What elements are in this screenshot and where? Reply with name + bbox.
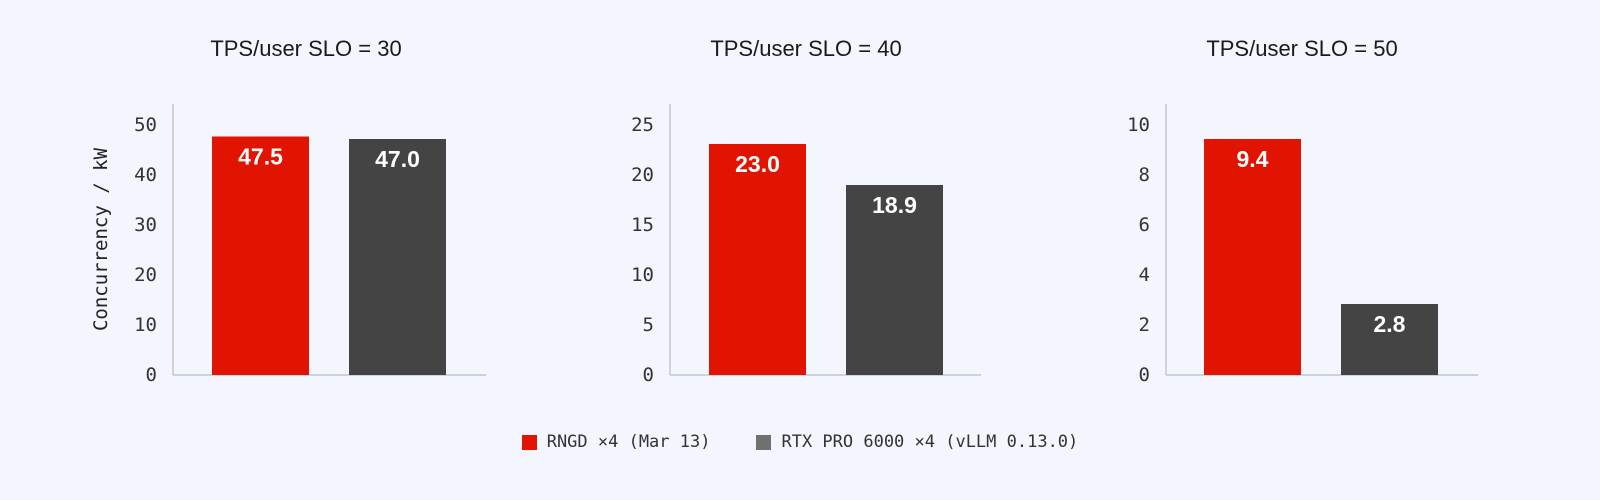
y-tick-label: 6 — [1139, 214, 1150, 236]
bar — [212, 136, 309, 375]
bar — [709, 144, 806, 375]
y-tick-label: 0 — [146, 364, 157, 386]
y-tick-label: 10 — [1127, 114, 1150, 136]
y-tick-label: 0 — [643, 364, 654, 386]
bar-value-label: 18.9 — [872, 192, 917, 218]
bar-value-label: 23.0 — [735, 151, 780, 177]
y-tick-label: 10 — [134, 314, 157, 336]
bar — [1341, 304, 1438, 375]
bar — [349, 139, 446, 375]
bar-value-label: 47.0 — [375, 146, 420, 172]
bar-value-label: 47.5 — [238, 144, 283, 170]
legend-label-rtx-pro: RTX PRO 6000 ×4 (vLLM 0.13.0) — [781, 432, 1079, 452]
y-tick-label: 20 — [134, 264, 157, 286]
y-tick-label: 4 — [1139, 264, 1150, 286]
bar-chart-panels: TPS/user SLO = 3001020304050Concurrency … — [90, 36, 1478, 386]
y-tick-label: 20 — [631, 164, 654, 186]
y-tick-label: 25 — [631, 114, 654, 136]
panel-title-1: TPS/user SLO = 30 — [210, 36, 401, 61]
y-tick-label: 5 — [643, 314, 654, 336]
legend-swatch-rtx-pro — [756, 434, 772, 450]
y-tick-label: 15 — [631, 214, 654, 236]
y-tick-label: 0 — [1139, 364, 1150, 386]
y-tick-label: 8 — [1139, 164, 1150, 186]
y-tick-label: 2 — [1139, 314, 1150, 336]
bar-value-label: 2.8 — [1374, 311, 1406, 337]
y-tick-label: 50 — [134, 114, 157, 136]
y-tick-label: 30 — [134, 214, 157, 236]
legend: RNGD ×4 (Mar 13) RTX PRO 6000 ×4 (vLLM 0… — [0, 432, 1600, 452]
panel-title-3: TPS/user SLO = 50 — [1206, 36, 1397, 61]
panel-title-2: TPS/user SLO = 40 — [710, 36, 901, 61]
bar — [1204, 139, 1301, 375]
y-tick-label: 40 — [134, 164, 157, 186]
y-tick-label: 10 — [631, 264, 654, 286]
legend-swatch-rngd — [521, 434, 537, 450]
legend-item-rtx-pro: RTX PRO 6000 ×4 (vLLM 0.13.0) — [756, 432, 1078, 452]
bar — [846, 185, 943, 375]
legend-item-rngd: RNGD ×4 (Mar 13) — [521, 432, 711, 452]
legend-label-rngd: RNGD ×4 (Mar 13) — [546, 432, 711, 452]
y-axis-title: Concurrency / kW — [90, 147, 112, 331]
bar-value-label: 9.4 — [1237, 146, 1269, 172]
